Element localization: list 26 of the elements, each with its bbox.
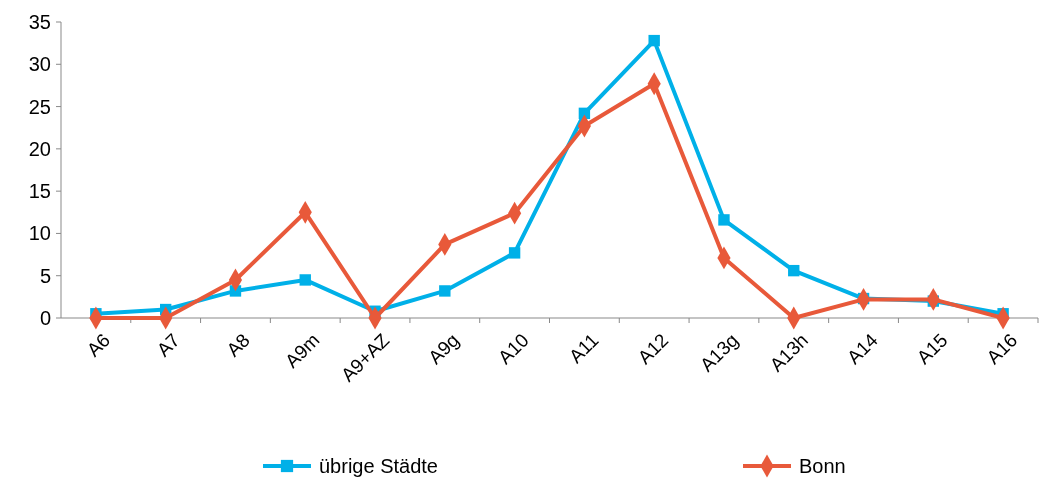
x-tick-label: A10 xyxy=(494,329,533,369)
x-tick-label: A15 xyxy=(912,329,952,369)
y-tick-label: 5 xyxy=(39,264,51,287)
y-tick-label: 35 xyxy=(28,11,51,33)
y-tick-label: 20 xyxy=(28,137,51,160)
x-tick-label: A14 xyxy=(843,329,883,369)
x-tick-label: A16 xyxy=(982,329,1022,369)
x-tick-label: A12 xyxy=(633,329,673,369)
x-tick-label: A6 xyxy=(82,329,115,361)
point xyxy=(648,34,660,47)
y-tick-label: 30 xyxy=(28,53,51,76)
point xyxy=(718,214,730,226)
y-tick-label: 15 xyxy=(28,180,51,203)
x-tick-label: A9g xyxy=(424,329,464,369)
y-tick-label: 10 xyxy=(28,222,51,245)
x-tick-label: A11 xyxy=(564,329,603,368)
y-tick-label: 0 xyxy=(39,307,51,329)
y-tick-label: 25 xyxy=(28,95,51,118)
legend-label: Bonn xyxy=(799,455,846,477)
point xyxy=(788,264,800,277)
point xyxy=(508,247,521,259)
point xyxy=(299,274,311,286)
point xyxy=(439,285,451,297)
x-tick-label: A7 xyxy=(152,329,184,361)
x-tick-label: A8 xyxy=(222,329,254,361)
legend-label: übrige Städte xyxy=(319,455,438,477)
